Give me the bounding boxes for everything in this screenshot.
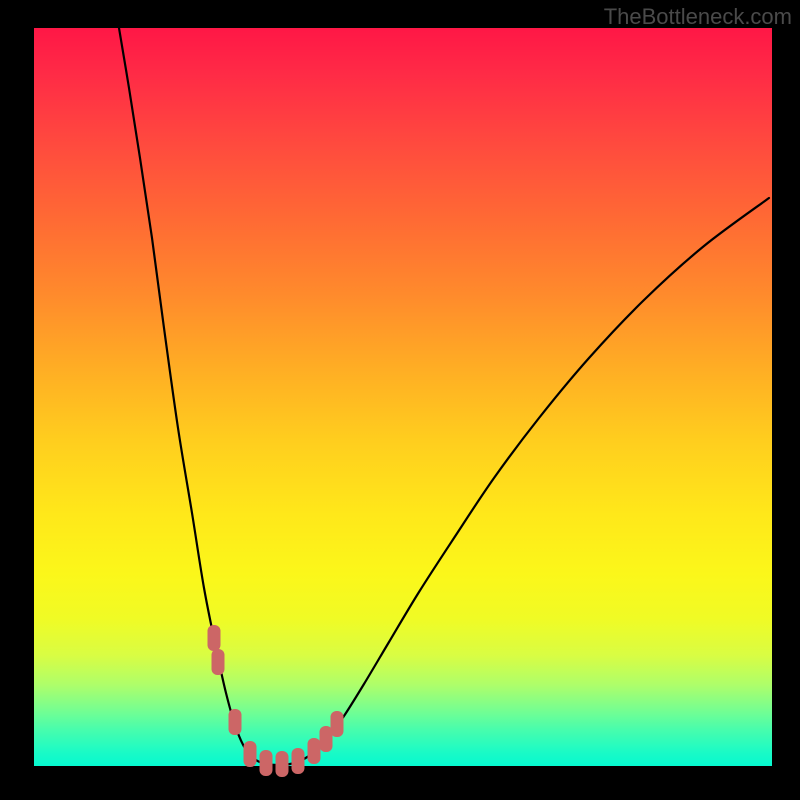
curve-marker: [260, 750, 273, 776]
curve-marker: [212, 649, 225, 675]
curve-marker: [292, 748, 305, 774]
curve-marker: [308, 738, 321, 764]
figure-root: TheBottleneck.com: [0, 0, 800, 800]
plot-area: [34, 28, 772, 766]
curve-marker: [229, 709, 242, 735]
curve-marker: [331, 711, 344, 737]
curve-marker: [244, 741, 257, 767]
curve-marker: [208, 625, 221, 651]
curve-layer: [34, 28, 772, 766]
curve-marker: [276, 751, 289, 777]
watermark-text: TheBottleneck.com: [604, 4, 792, 30]
